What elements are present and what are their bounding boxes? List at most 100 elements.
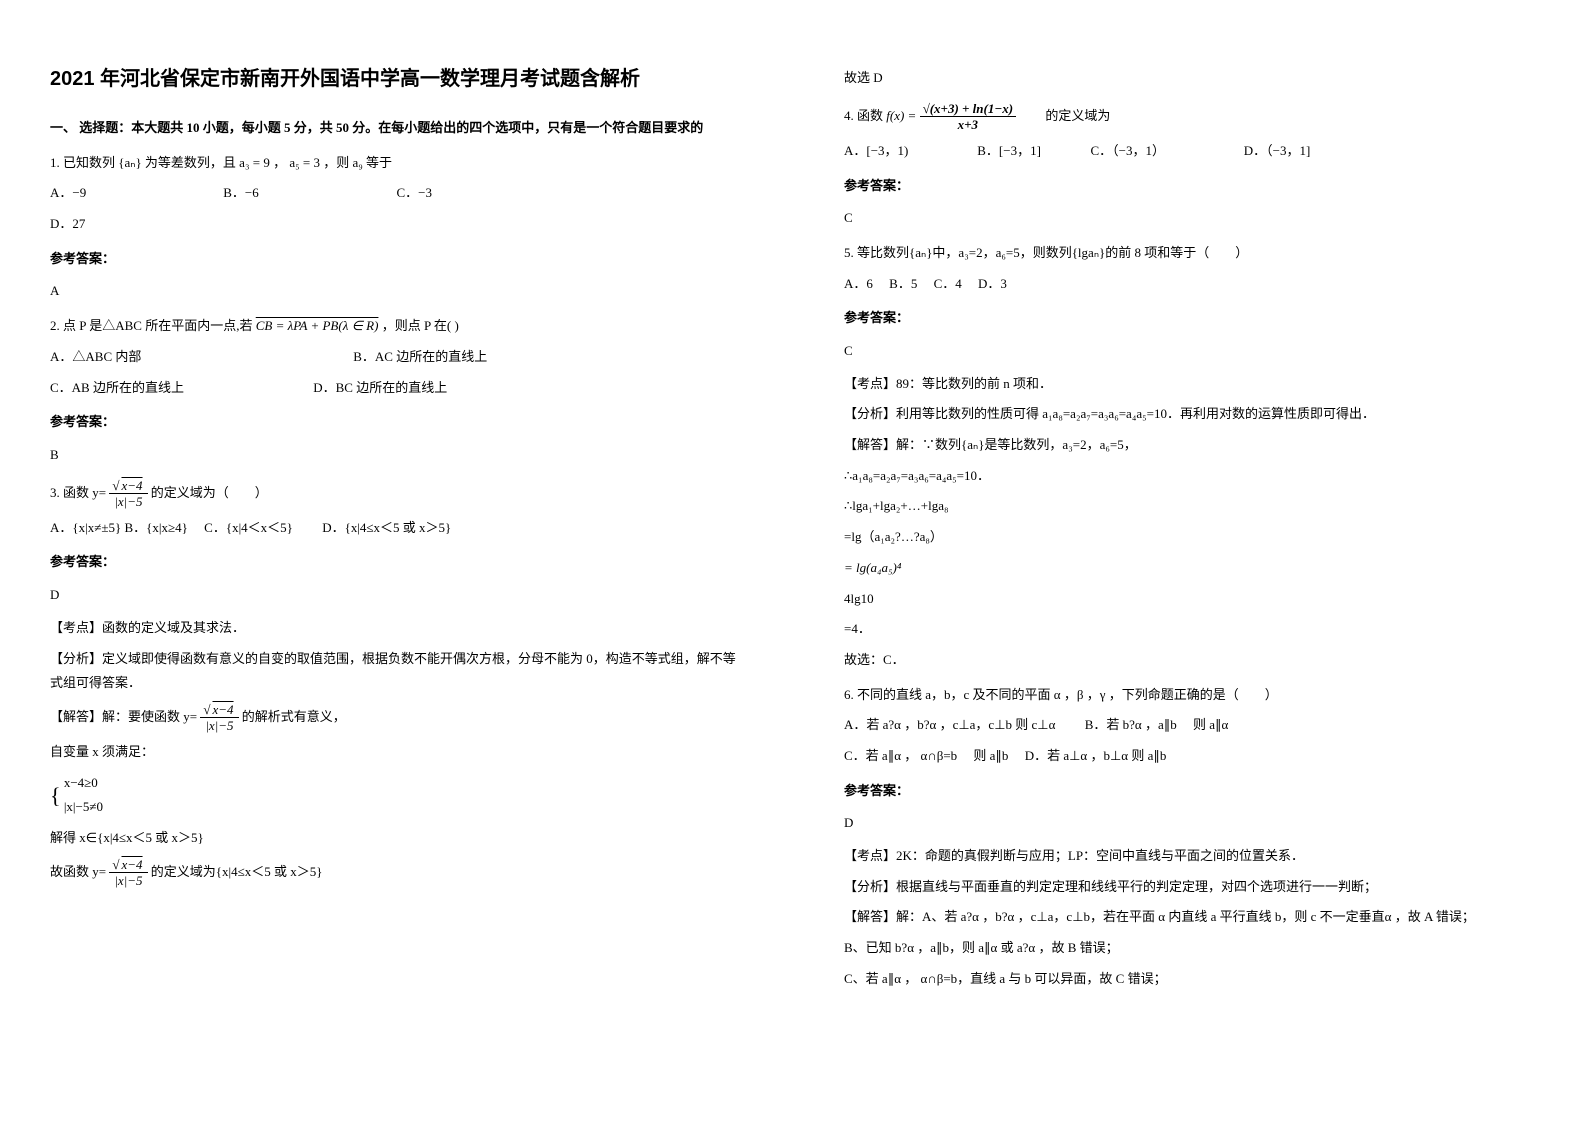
answer-label-2: 参考答案： xyxy=(50,410,743,435)
q3-stem-pre: 3. 函数 y= xyxy=(50,485,106,500)
q5-jd5: = lg(a₄a₅)⁴ xyxy=(844,556,1537,581)
q6-jd2: B、已知 b?α ，a∥b，则 a∥α 或 a?α ，故 B 错误； xyxy=(844,936,1537,961)
q3-sqrt-num: x−4 xyxy=(119,478,144,494)
q3-fenxi: 【分析】定义域即使得函数有意义的自变的取值范围，根据负数不能开偶次方根，分母不能… xyxy=(50,647,743,696)
q3-option-d: D．{x|4≤x＜5 或 x＞5} xyxy=(322,520,451,535)
q4-option-a: A．[−3，1) xyxy=(844,139,974,164)
q6-jd1: 【解答】解：A、若 a?α ，b?α ，c⊥a，c⊥b，若在平面 α 内直线 a… xyxy=(844,905,1537,930)
q6-fenxi: 【分析】根据直线与平面垂直的判定定理和线线平行的判定定理，对四个选项进行一一判断… xyxy=(844,875,1537,900)
q6-answer: D xyxy=(844,811,1537,836)
q3-l3-den: |x|−5 xyxy=(109,873,147,889)
q3-kaodian: 【考点】函数的定义域及其求法． xyxy=(50,616,743,641)
q6-jd3: C、若 a∥α ， α∩β=b，直线 a 与 b 可以异面，故 C 错误； xyxy=(844,967,1537,992)
q5-fenxi: 【分析】利用等比数列的性质可得 a₁a₈=a₂a₇=a₃a₆=a₄a₅=10．再… xyxy=(844,402,1537,427)
q3-jd-y: y= xyxy=(183,709,197,724)
answer-label-6: 参考答案： xyxy=(844,779,1537,804)
q5-answer: C xyxy=(844,339,1537,364)
q4-answer: C xyxy=(844,206,1537,231)
question-5: 5. 等比数列{aₙ}中，a₃=2，a₆=5，则数列{lgaₙ}的前 8 项和等… xyxy=(844,241,1537,296)
q2-vector-eq: CB = λPA + PB(λ ∈ R) xyxy=(256,318,379,333)
q5-jd8: 故选：C． xyxy=(844,648,1537,673)
q6-row2: C．若 a∥α ， α∩β=b 则 a∥b D．若 a⊥α ，b⊥α 则 a∥b xyxy=(844,744,1537,769)
answer-label-1: 参考答案： xyxy=(50,247,743,272)
question-4: 4. 函数 f(x) = √(x+3) + ln(1−x) x+3 的定义域为 … xyxy=(844,101,1537,164)
q3-stem-post: 的定义域为（ ） xyxy=(151,485,268,500)
q5-option-a: A．6 xyxy=(844,276,873,291)
q2-option-c: C．AB 边所在的直线上 xyxy=(50,376,310,401)
q5-jd4: =lg（a₁a₂?…?a₈） xyxy=(844,525,1537,550)
q6-option-d: D．若 a⊥α ，b⊥α 则 a∥b xyxy=(1025,748,1167,763)
q3-fraction: x−4 |x|−5 xyxy=(109,478,147,510)
q3-line2: 解得 x∈{x|4≤x＜5 或 x＞5} xyxy=(50,826,743,851)
q2-option-a: A．△ABC 内部 xyxy=(50,345,350,370)
q4-stem: 4. 函数 f(x) = √(x+3) + ln(1−x) x+3 的定义域为 xyxy=(844,101,1537,133)
q4-num: √(x+3) + ln(1−x) xyxy=(920,101,1017,118)
q6-kaodian: 【考点】2K：命题的真假判断与应用；LP：空间中直线与平面之间的位置关系． xyxy=(844,844,1537,869)
q3-conds: { x−4≥0 |x|−5≠0 xyxy=(50,771,743,820)
q6-option-c: C．若 a∥α ， α∩β=b 则 a∥b xyxy=(844,748,1008,763)
q2-options-row1: A．△ABC 内部 B．AC 边所在的直线上 xyxy=(50,345,743,370)
q4-options: A．[−3，1) B．[−3，1] C．（−3，1） D．（−3，1] xyxy=(844,139,1537,164)
q1-options-row1: A．−9 B．−6 C．−3 xyxy=(50,181,743,206)
q3-option-b: B．{x|x≥4} xyxy=(125,520,188,535)
q2-answer: B xyxy=(50,443,743,468)
q5-jd7: =4． xyxy=(844,617,1537,642)
q3-line3-post: 的定义域为{x|4≤x＜5 或 x＞5} xyxy=(151,864,323,879)
q1-option-d: D．27 xyxy=(50,212,743,237)
q3-options: A．{x|x≠±5} B．{x|x≥4} C．{x|4＜x＜5} D．{x|4≤… xyxy=(50,516,743,541)
section-heading: 一、 选择题：本大题共 10 小题，每小题 5 分，共 50 分。在每小题给出的… xyxy=(50,116,743,141)
q3-l3-num: x−4 xyxy=(120,857,145,873)
q4-frac: √(x+3) + ln(1−x) x+3 xyxy=(920,101,1017,133)
q6-option-b: B．若 b?α ，a∥b 则 a∥α xyxy=(1085,717,1229,732)
q3-line3: 故函数 y= x−4 |x|−5 的定义域为{x|4≤x＜5 或 x＞5} xyxy=(50,857,743,889)
q3-jd-frac: x−4 |x|−5 xyxy=(200,702,238,734)
q3-line1: 自变量 x 须满足： xyxy=(50,740,743,765)
q1-option-c: C．−3 xyxy=(397,181,567,206)
q5-option-d: D．3 xyxy=(978,276,1007,291)
q3-line3-y: y= xyxy=(92,864,106,879)
question-6: 6. 不同的直线 a，b，c 及不同的平面 α ，β ，γ ，下列命题正确的是（… xyxy=(844,683,1537,769)
q3-cond2: |x|−5≠0 xyxy=(64,799,103,814)
q4-option-c: C．（−3，1） xyxy=(1091,139,1241,164)
q3-option-c: C．{x|4＜x＜5} xyxy=(204,520,293,535)
q2-option-b: B．AC 边所在的直线上 xyxy=(353,349,487,364)
q3-jd-pre: 【解答】解：要使函数 xyxy=(50,709,180,724)
q1-option-b: B．−6 xyxy=(223,181,393,206)
q3-jd-post: 的解析式有意义， xyxy=(242,709,346,724)
q1-option-a: A．−9 xyxy=(50,181,220,206)
q4-fx: f(x) = xyxy=(886,108,916,123)
q4-den: x+3 xyxy=(920,117,1017,133)
q3-jd-num: x−4 xyxy=(211,702,236,718)
q6-option-a: A．若 a?α ，b?α ，c⊥a，c⊥b 则 c⊥α xyxy=(844,717,1055,732)
question-2: 2. 点 P 是△ABC 所在平面内一点,若 CB = λPA + PB(λ ∈… xyxy=(50,314,743,400)
q2-option-d: D．BC 边所在的直线上 xyxy=(313,380,447,395)
q1-stem: 1. 已知数列 {aₙ} 为等差数列，且 a₃ = 9 ， a₅ = 3 ，则 … xyxy=(50,151,743,176)
q3-den: |x|−5 xyxy=(109,494,147,510)
q1-answer: A xyxy=(50,279,743,304)
q5-option-b: B．5 xyxy=(889,276,917,291)
q5-stem: 5. 等比数列{aₙ}中，a₃=2，a₆=5，则数列{lgaₙ}的前 8 项和等… xyxy=(844,241,1537,266)
q5-jd2: ∴a₁a₈=a₂a₇=a₃a₆=a₄a₅=10． xyxy=(844,464,1537,489)
q6-stem: 6. 不同的直线 a，b，c 及不同的平面 α ，β ，γ ，下列命题正确的是（… xyxy=(844,683,1537,708)
q5-option-c: C．4 xyxy=(934,276,962,291)
q2-stem: 2. 点 P 是△ABC 所在平面内一点,若 CB = λPA + PB(λ ∈… xyxy=(50,314,743,339)
q3-jd-den: |x|−5 xyxy=(200,718,238,734)
q3-jieda-intro: 【解答】解：要使函数 y= x−4 |x|−5 的解析式有意义， xyxy=(50,702,743,734)
q2-stem-pre: 2. 点 P 是△ABC 所在平面内一点,若 xyxy=(50,318,252,333)
q3-line4: 故选 D xyxy=(844,66,1537,91)
question-3: 3. 函数 y= x−4 |x|−5 的定义域为（ ） A．{x|x≠±5} B… xyxy=(50,478,743,541)
q4-option-d: D．（−3，1] xyxy=(1244,143,1311,158)
q5-jd6: 4lg10 xyxy=(844,587,1537,612)
answer-label-4: 参考答案： xyxy=(844,174,1537,199)
q3-answer: D xyxy=(50,583,743,608)
q4-stem-pre: 4. 函数 xyxy=(844,108,883,123)
q4-stem-post: 的定义域为 xyxy=(1019,108,1110,123)
answer-label-3: 参考答案： xyxy=(50,550,743,575)
q5-kaodian: 【考点】89：等比数列的前 n 项和． xyxy=(844,372,1537,397)
q2-options-row2: C．AB 边所在的直线上 D．BC 边所在的直线上 xyxy=(50,376,743,401)
q3-option-a: A．{x|x≠±5} xyxy=(50,520,121,535)
q3-line3-pre: 故函数 xyxy=(50,864,89,879)
q5-options: A．6 B．5 C．4 D．3 xyxy=(844,272,1537,297)
q2-stem-post: ，则点 P 在( ) xyxy=(382,318,459,333)
brace-icon: { xyxy=(50,783,61,808)
